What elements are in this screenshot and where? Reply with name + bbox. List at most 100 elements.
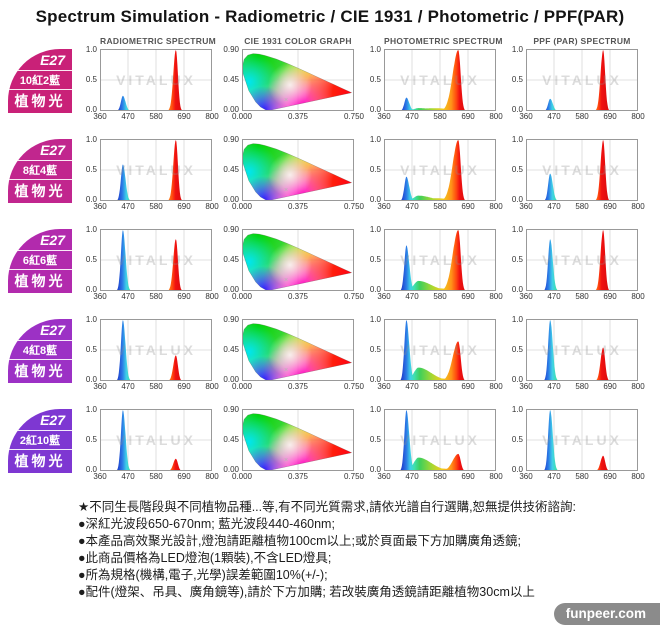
chart-radiometric: 1.0 0.5 0.0 VITALUX 360 470 580 690 800 (80, 315, 219, 395)
x-tick: 800 (205, 112, 219, 121)
x-tick: 690 (603, 472, 617, 481)
y-tick: 1.0 (511, 45, 523, 54)
x-tick: 800 (631, 292, 645, 301)
x-tick: 470 (405, 472, 419, 481)
y-tick: 0.5 (85, 165, 97, 174)
x-tick: 360 (93, 472, 107, 481)
badge-socket-label: E27 (40, 141, 65, 158)
x-tick: 690 (461, 292, 475, 301)
y-tick: 0.0 (511, 375, 523, 384)
y-tick: 0.0 (369, 195, 381, 204)
y-axis-ticks: 1.0 0.5 0.0 (80, 46, 100, 114)
y-tick: 0.45 (223, 435, 239, 444)
x-tick: 470 (121, 292, 135, 301)
badge-type-label: 植物光 (8, 359, 72, 383)
x-tick: 580 (433, 112, 447, 121)
x-tick: 580 (433, 202, 447, 211)
x-tick: 0.000 (231, 382, 253, 391)
x-tick: 360 (93, 202, 107, 211)
y-tick: 0.0 (511, 465, 523, 474)
spectrum-plot: VITALUX (100, 139, 212, 201)
x-axis-ticks: 360 470 580 690 800 (93, 111, 218, 121)
x-axis-ticks: 360 470 580 690 800 (377, 111, 502, 121)
y-axis-ticks: 1.0 0.5 0.0 (506, 45, 526, 114)
x-tick: 800 (631, 472, 645, 481)
x-tick: 360 (377, 472, 391, 481)
y-tick: 0.0 (369, 105, 381, 114)
x-axis-ticks: 360 470 580 690 800 (519, 471, 644, 481)
chart-cie: 0.90 0.45 0.00 × 0.000 0.375 0.750 (222, 226, 364, 305)
x-tick: 470 (121, 112, 135, 121)
x-tick: 0.375 (287, 292, 309, 301)
y-tick: 1.0 (85, 315, 97, 324)
badge-ratio-label: 2紅10藍 (8, 430, 72, 449)
x-tick: 470 (405, 382, 419, 391)
x-tick: 690 (603, 112, 617, 121)
svg-text:×: × (284, 187, 288, 194)
chart-row: E27 4紅8藍 植物光 1.0 0.5 0.0 VITALUX 360 470 580 690 80… (8, 315, 660, 395)
chart-radiometric: 1.0 0.5 0.0 VITALUX 360 470 580 690 800 (80, 406, 219, 485)
chart-row: E27 10紅2藍 植物光 1.0 0.5 0.0 VITALUX 360 470 580 690 8… (8, 45, 660, 125)
chart-row: E27 8紅4藍 植物光 1.0 0.5 0.0 VITALUX 360 470 580 690 80… (8, 135, 660, 215)
spectrum-plot: VITALUX (526, 49, 638, 111)
y-tick: 0.00 (223, 465, 239, 474)
y-axis-ticks: 0.90 0.45 0.00 (222, 406, 242, 474)
x-axis-ticks: 360 470 580 690 800 (519, 111, 644, 121)
footnote-line: ●所為規格(機構,電子,光學)誤差範圍10%(+/-); (78, 568, 328, 582)
x-tick: 580 (575, 472, 589, 481)
x-tick: 470 (121, 382, 135, 391)
spectrum-plot: VITALUX (384, 49, 496, 111)
chart-photometric: 1.0 0.5 0.0 VITALUX 360 470 580 690 800 (364, 46, 503, 125)
y-tick: 0.5 (85, 75, 97, 84)
product-badge: E27 6紅6藍 植物光 (8, 229, 72, 293)
x-tick: 0.750 (343, 112, 365, 121)
y-axis-ticks: 1.0 0.5 0.0 (364, 46, 384, 114)
y-axis-ticks: 1.0 0.5 0.0 (364, 315, 384, 384)
x-axis-ticks: 360 470 580 690 800 (519, 201, 644, 211)
chart-grid: E27 10紅2藍 植物光 1.0 0.5 0.0 VITALUX 360 470 580 690 8… (0, 45, 660, 485)
chart-row: E27 6紅6藍 植物光 1.0 0.5 0.0 VITALUX 360 470 580 690 80… (8, 226, 660, 305)
x-tick: 580 (433, 382, 447, 391)
footnotes: ★不同生長階段與不同植物品種...等,有不同光質需求,請依光譜自行選購,恕無提供… (78, 499, 650, 601)
y-tick: 0.0 (511, 105, 523, 114)
y-tick: 0.0 (85, 195, 97, 204)
y-tick: 0.5 (511, 345, 523, 354)
badge-type-label: 植物光 (8, 269, 72, 293)
x-tick: 690 (461, 472, 475, 481)
watermark-source-badge: funpeer.com (553, 603, 660, 625)
x-tick: 0.000 (231, 112, 253, 121)
x-tick: 360 (519, 202, 533, 211)
cie-plot: × (242, 409, 354, 471)
x-tick: 690 (603, 292, 617, 301)
x-tick: 690 (461, 112, 475, 121)
x-axis-ticks: 360 470 580 690 800 (377, 381, 502, 391)
badge-socket-label: E27 (40, 411, 65, 428)
spectrum-plot: VITALUX (384, 409, 496, 471)
x-tick: 470 (547, 112, 561, 121)
x-tick: 690 (177, 472, 191, 481)
spectrum-plot: VITALUX (384, 139, 496, 201)
y-tick: 0.0 (85, 105, 97, 114)
x-axis-ticks: 0.000 0.375 0.750 (232, 111, 364, 121)
badge-socket-label: E27 (40, 321, 65, 338)
x-axis-ticks: 360 470 580 690 800 (93, 201, 218, 211)
y-axis-ticks: 1.0 0.5 0.0 (80, 226, 100, 294)
y-tick: 0.00 (223, 195, 239, 204)
chart-photometric: 1.0 0.5 0.0 VITALUX 360 470 580 690 800 (364, 315, 503, 395)
y-tick: 1.0 (369, 315, 381, 324)
y-tick: 1.0 (511, 135, 523, 144)
svg-text:×: × (284, 277, 288, 284)
svg-text:×: × (284, 97, 288, 104)
column-header-radiometric: RADIOMETRIC SPECTRUM (100, 36, 217, 46)
x-tick: 800 (631, 202, 645, 211)
x-axis-ticks: 0.000 0.375 0.750 (232, 471, 364, 481)
y-tick: 0.00 (223, 105, 239, 114)
x-tick: 800 (205, 202, 219, 211)
spectrum-plot: VITALUX (526, 139, 638, 201)
y-tick: 0.0 (85, 465, 97, 474)
y-tick: 1.0 (369, 135, 381, 144)
y-tick: 1.0 (85, 135, 97, 144)
x-tick: 360 (93, 112, 107, 121)
x-tick: 800 (489, 472, 503, 481)
x-tick: 690 (603, 382, 617, 391)
